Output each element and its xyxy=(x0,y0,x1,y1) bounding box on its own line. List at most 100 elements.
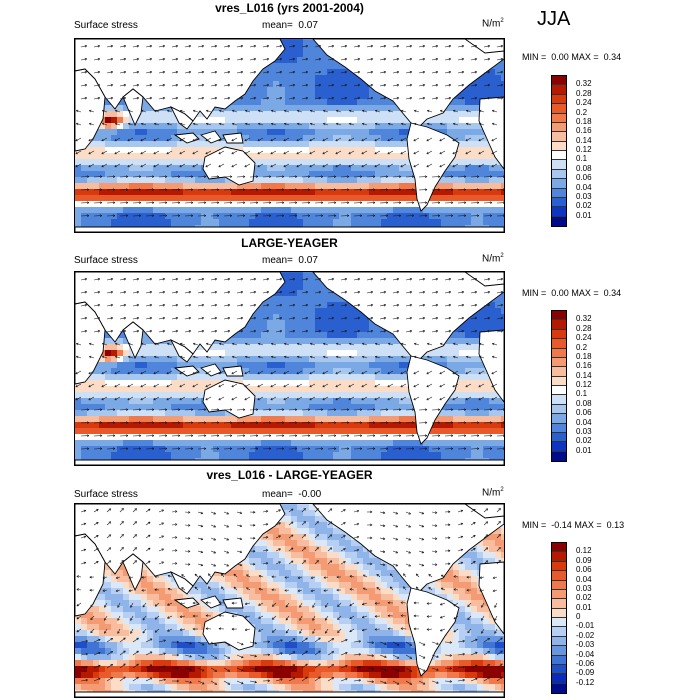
field-cell xyxy=(357,392,364,399)
panel-1-field-label: Surface stress xyxy=(74,20,138,31)
field-cell xyxy=(267,129,274,136)
stress-vector-head xyxy=(123,57,127,61)
stress-vector-head xyxy=(450,175,454,179)
field-cell xyxy=(147,135,154,142)
field-cell xyxy=(483,75,490,82)
field-cell xyxy=(453,105,460,112)
field-cell xyxy=(399,177,406,184)
stress-vector xyxy=(366,58,373,61)
field-cell xyxy=(279,189,286,196)
field-cell xyxy=(123,219,130,226)
field-cell xyxy=(309,171,316,178)
field-cell xyxy=(105,153,112,160)
field-cell xyxy=(357,177,364,184)
field-cell xyxy=(441,189,448,196)
field-cell xyxy=(141,219,148,226)
field-cell xyxy=(327,219,334,226)
stress-vector-head xyxy=(450,214,454,218)
field-cell xyxy=(333,159,340,166)
field-cell xyxy=(339,338,346,345)
stress-vector xyxy=(284,110,290,113)
stress-vector-head xyxy=(331,70,335,74)
stress-vector xyxy=(323,123,329,126)
field-cell xyxy=(285,332,292,339)
field-cell xyxy=(195,195,202,202)
stress-vector-head xyxy=(357,57,361,61)
field-cell xyxy=(261,105,268,112)
stress-vector-head xyxy=(307,214,311,218)
field-cell xyxy=(195,374,202,381)
field-cell xyxy=(231,362,238,369)
field-cell xyxy=(93,135,100,142)
field-cell xyxy=(135,213,142,220)
field-cell xyxy=(111,171,118,178)
field-cell xyxy=(183,404,190,411)
field-cell xyxy=(351,81,358,88)
stress-vector xyxy=(270,163,277,168)
field-cell xyxy=(201,153,208,160)
stress-vector xyxy=(75,150,82,155)
stress-vector-head xyxy=(383,44,387,48)
field-cell xyxy=(387,404,394,411)
field-cell xyxy=(261,123,268,130)
stress-vector xyxy=(119,97,126,100)
stress-vector-head xyxy=(359,201,363,205)
field-cell xyxy=(279,39,286,46)
field-cell xyxy=(279,87,286,94)
stress-vector-head xyxy=(75,138,78,142)
stress-vector xyxy=(262,58,269,61)
field-cell xyxy=(321,111,328,118)
field-cell xyxy=(231,338,238,345)
field-cell xyxy=(459,177,466,184)
field-cell xyxy=(159,362,166,369)
stress-vector-head xyxy=(305,44,309,48)
field-cell xyxy=(411,183,418,190)
field-cell xyxy=(333,326,340,333)
field-cell xyxy=(321,350,328,357)
field-cell xyxy=(309,320,316,327)
field-cell xyxy=(471,344,478,351)
stress-vector-head xyxy=(331,96,335,100)
stress-vector xyxy=(93,71,100,74)
stress-vector-head xyxy=(292,96,296,100)
field-cell xyxy=(165,398,172,405)
field-cell xyxy=(453,135,460,142)
field-cell xyxy=(291,278,298,285)
stress-vector xyxy=(400,137,407,142)
field-cell xyxy=(141,356,148,363)
stress-vector xyxy=(171,71,178,74)
stress-vector-head xyxy=(292,70,296,74)
stress-vector xyxy=(115,123,121,126)
field-cell xyxy=(279,308,286,315)
stress-vector-head xyxy=(387,138,390,142)
field-cell xyxy=(327,171,334,178)
stress-vector xyxy=(361,137,368,142)
field-cell xyxy=(279,338,286,345)
stress-vector xyxy=(76,110,82,113)
field-cell xyxy=(285,63,292,70)
field-cell xyxy=(267,308,274,315)
stress-vector-head xyxy=(123,96,127,100)
colorbar-cell xyxy=(552,104,566,114)
field-cell xyxy=(423,219,430,226)
field-cell xyxy=(315,362,322,369)
stress-vector-head xyxy=(89,122,92,126)
stress-vector xyxy=(405,71,412,74)
stress-vector-head xyxy=(331,44,335,48)
stress-vector-head xyxy=(190,175,194,179)
field-cell xyxy=(105,147,112,154)
field-cell xyxy=(129,213,136,220)
field-cell xyxy=(465,183,472,190)
stress-vector-head xyxy=(502,175,504,179)
field-cell xyxy=(345,135,352,142)
field-cell xyxy=(291,57,298,64)
stress-vector-head xyxy=(101,164,104,168)
field-cell xyxy=(447,177,454,184)
field-cell xyxy=(357,123,364,130)
stress-vector-head xyxy=(372,201,376,205)
field-cell xyxy=(387,195,394,202)
stress-vector-head xyxy=(283,138,286,142)
field-cell xyxy=(285,386,292,393)
stress-vector xyxy=(301,97,308,100)
field-cell xyxy=(333,63,340,70)
